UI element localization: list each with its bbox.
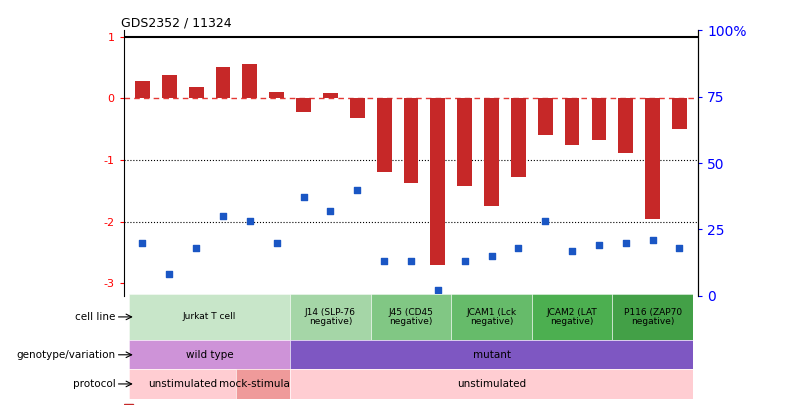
- Bar: [672, 98, 687, 129]
- Text: GDS2352 / 11324: GDS2352 / 11324: [120, 16, 231, 29]
- Text: P116 (ZAP70
negative): P116 (ZAP70 negative): [623, 307, 681, 326]
- Bar: [296, 98, 311, 112]
- Point: [458, 258, 471, 264]
- Text: mock-stimulated: mock-stimulated: [219, 379, 307, 389]
- Point: [405, 258, 417, 264]
- Text: mutant: mutant: [472, 350, 511, 360]
- Text: J45 (CD45
negative): J45 (CD45 negative): [389, 307, 433, 326]
- Bar: [162, 75, 176, 98]
- Bar: [189, 87, 203, 98]
- Bar: [243, 64, 257, 98]
- Point: [377, 258, 390, 264]
- Bar: [618, 98, 633, 153]
- Point: [485, 253, 498, 259]
- Text: JCAM1 (Lck
negative): JCAM1 (Lck negative): [467, 307, 516, 326]
- Point: [566, 247, 579, 254]
- Bar: [404, 98, 418, 183]
- Bar: [430, 98, 445, 265]
- Point: [512, 245, 525, 251]
- Text: unstimulated: unstimulated: [148, 379, 217, 389]
- Text: Jurkat T cell: Jurkat T cell: [183, 312, 236, 322]
- Point: [324, 207, 337, 214]
- Point: [216, 213, 229, 220]
- Point: [243, 218, 256, 225]
- Bar: [538, 98, 552, 135]
- Text: unstimulated: unstimulated: [457, 379, 526, 389]
- Point: [351, 186, 364, 193]
- Point: [673, 245, 685, 251]
- Bar: [377, 98, 392, 172]
- Bar: [511, 98, 526, 177]
- Bar: [215, 67, 231, 98]
- Point: [190, 245, 203, 251]
- Point: [271, 239, 283, 246]
- Text: protocol: protocol: [73, 379, 116, 389]
- Bar: [565, 98, 579, 145]
- Point: [619, 239, 632, 246]
- Bar: [591, 98, 606, 140]
- Point: [297, 194, 310, 201]
- Point: [593, 242, 606, 249]
- Point: [432, 287, 444, 294]
- Text: J14 (SLP-76
negative): J14 (SLP-76 negative): [305, 307, 356, 326]
- Bar: [484, 98, 499, 206]
- Point: [646, 237, 659, 243]
- Text: genotype/variation: genotype/variation: [17, 350, 116, 360]
- Point: [136, 239, 149, 246]
- Bar: [350, 98, 365, 118]
- Bar: [646, 98, 660, 219]
- Text: cell line: cell line: [75, 312, 116, 322]
- Point: [163, 271, 176, 278]
- Bar: [323, 93, 338, 98]
- Point: [539, 218, 551, 225]
- Bar: [270, 92, 284, 98]
- Text: JCAM2 (LAT
negative): JCAM2 (LAT negative): [547, 307, 598, 326]
- Bar: [135, 81, 150, 98]
- Text: wild type: wild type: [186, 350, 234, 360]
- Bar: [457, 98, 472, 186]
- Bar: [124, 404, 132, 405]
